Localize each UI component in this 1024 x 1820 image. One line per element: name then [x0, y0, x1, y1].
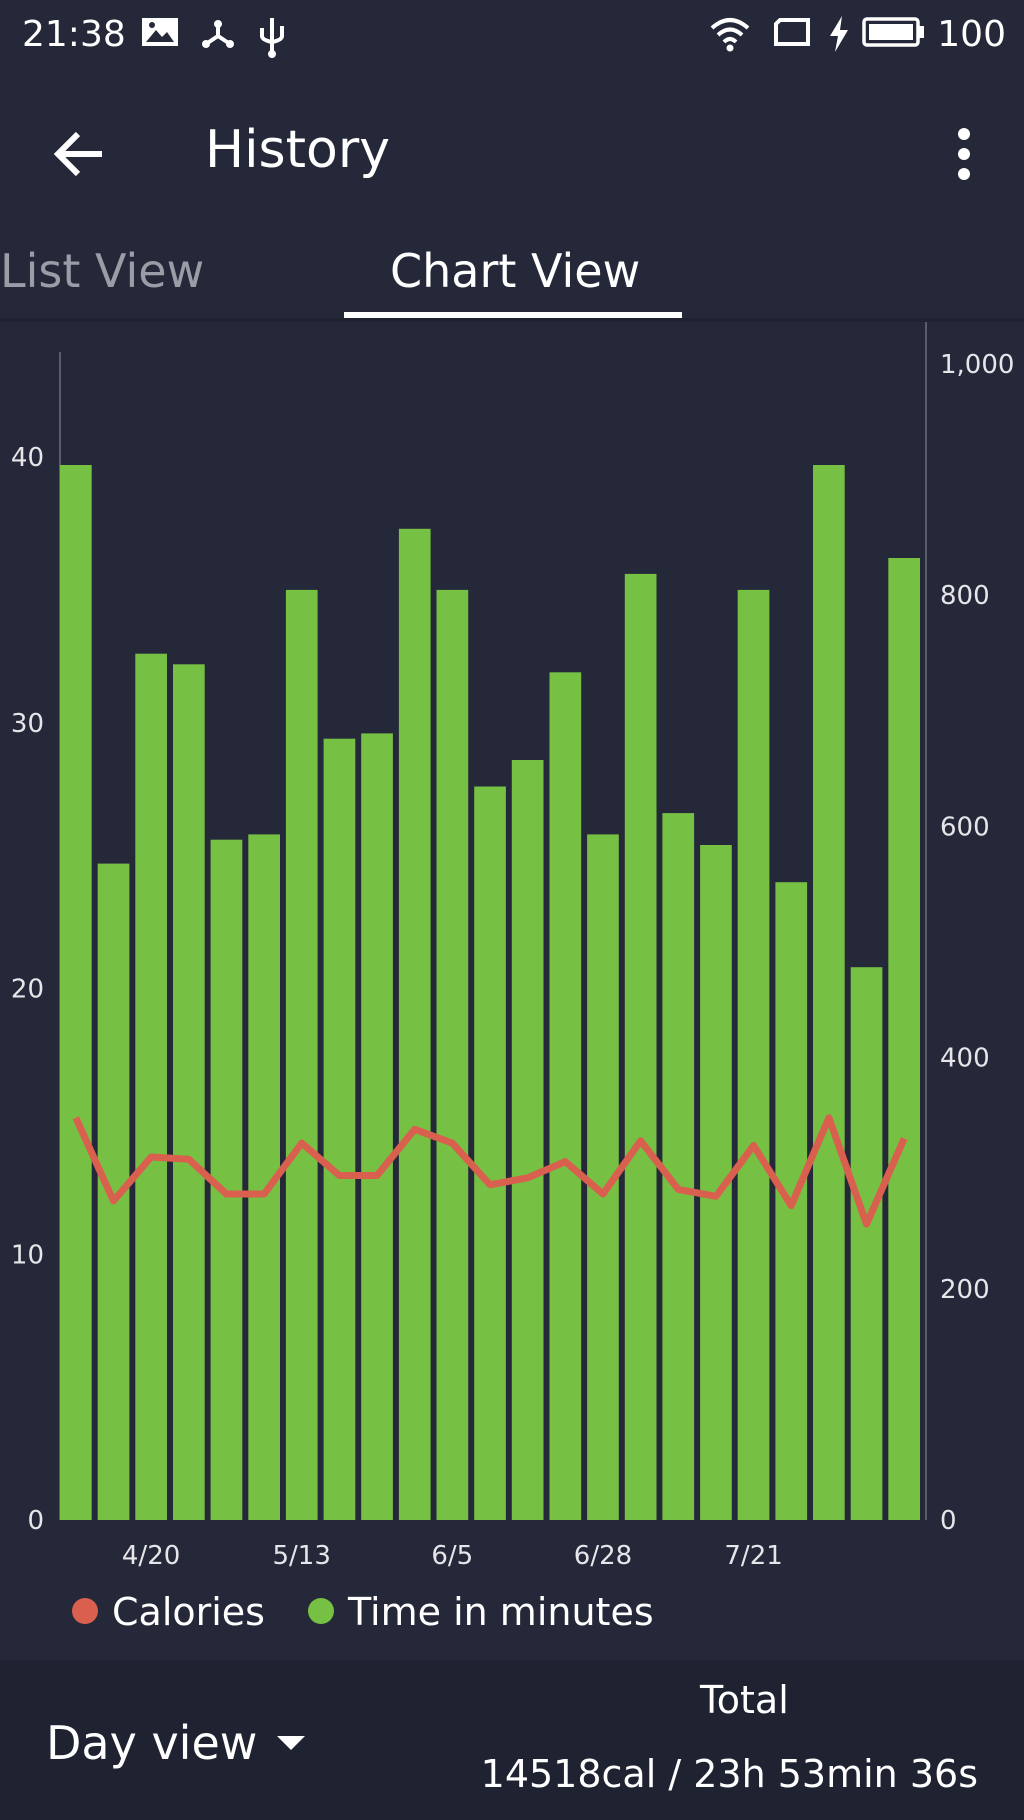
wifi-icon	[710, 18, 750, 52]
x-axis-tick-label: 4/20	[122, 1541, 180, 1571]
right-axis-tick-label: 0	[940, 1506, 957, 1536]
more-vert-icon[interactable]	[944, 124, 984, 184]
x-axis-tick-label: 7/21	[724, 1541, 782, 1571]
x-axis-tick-label: 5/13	[273, 1541, 331, 1571]
legend-label-calories: Calories	[112, 1590, 265, 1634]
chart-bar	[549, 672, 582, 1520]
page-title: History	[205, 120, 390, 180]
back-arrow-icon[interactable]	[50, 124, 110, 184]
chart-bar	[436, 589, 469, 1520]
left-axis-tick-label: 20	[11, 975, 44, 1005]
usb-icon	[260, 18, 284, 58]
chart-bar	[323, 738, 356, 1520]
left-axis-tick-label: 0	[27, 1506, 44, 1536]
chart-bar	[813, 465, 845, 1520]
tabs-divider	[0, 318, 1024, 322]
right-axis-tick-label: 200	[940, 1275, 990, 1305]
right-axis-tick-label: 1,000	[940, 350, 1014, 380]
chart-bar	[60, 465, 92, 1520]
tab-indicator	[344, 312, 682, 321]
battery-level: 100	[937, 14, 1006, 55]
chart-bar	[511, 760, 544, 1520]
legend-dot-calories	[72, 1597, 98, 1624]
chart-bar	[737, 589, 770, 1520]
right-axis-tick-label: 400	[940, 1044, 990, 1074]
dropdown-arrow-icon	[277, 1735, 306, 1750]
app-bar: History	[0, 72, 1024, 232]
chart-bar	[173, 664, 205, 1520]
legend-label-time: Time in minutes	[348, 1590, 654, 1634]
right-axis-tick-label: 800	[940, 581, 990, 611]
chart-bar	[888, 558, 920, 1520]
legend-item-time: Time in minutes	[308, 1590, 654, 1634]
total-value: 14518cal / 23h 53min 36s	[480, 1752, 978, 1796]
charging-icon	[830, 16, 848, 52]
chart-bar	[474, 786, 506, 1520]
left-axis-tick-label: 40	[11, 443, 44, 473]
chart-bar	[361, 733, 393, 1520]
share-icon	[202, 20, 234, 48]
tab-list-view[interactable]: List View	[0, 244, 205, 298]
screen-icon	[774, 18, 810, 46]
chart-bar	[135, 653, 167, 1520]
calories-line	[72, 1114, 908, 1228]
legend-item-calories: Calories	[72, 1590, 265, 1634]
battery-icon	[862, 17, 924, 47]
view-mode-dropdown[interactable]: Day view	[46, 1716, 306, 1770]
bottom-bar: Day view Total 14518cal / 23h 53min 36s	[0, 1660, 1024, 1820]
chart-bar	[850, 967, 883, 1520]
x-axis-tick-label: 6/28	[574, 1541, 632, 1571]
chart-bar	[398, 528, 431, 1520]
legend-dot-time	[308, 1597, 334, 1624]
chart-bar	[662, 813, 695, 1520]
chart-bar	[624, 573, 657, 1520]
tab-bar: List View Chart View	[0, 232, 1024, 322]
status-bar: 21:38 100	[0, 0, 1024, 72]
left-axis-tick-label: 10	[11, 1240, 44, 1270]
tab-chart-view[interactable]: Chart View	[390, 244, 641, 298]
status-time: 21:38	[22, 14, 126, 55]
chart-bar	[285, 589, 318, 1520]
left-axis-tick-label: 30	[11, 709, 44, 739]
image-icon	[142, 18, 178, 46]
x-axis-tick-label: 6/5	[431, 1541, 473, 1571]
view-mode-label: Day view	[46, 1716, 258, 1770]
total-label: Total	[700, 1678, 789, 1722]
right-axis-tick-label: 600	[940, 812, 990, 842]
